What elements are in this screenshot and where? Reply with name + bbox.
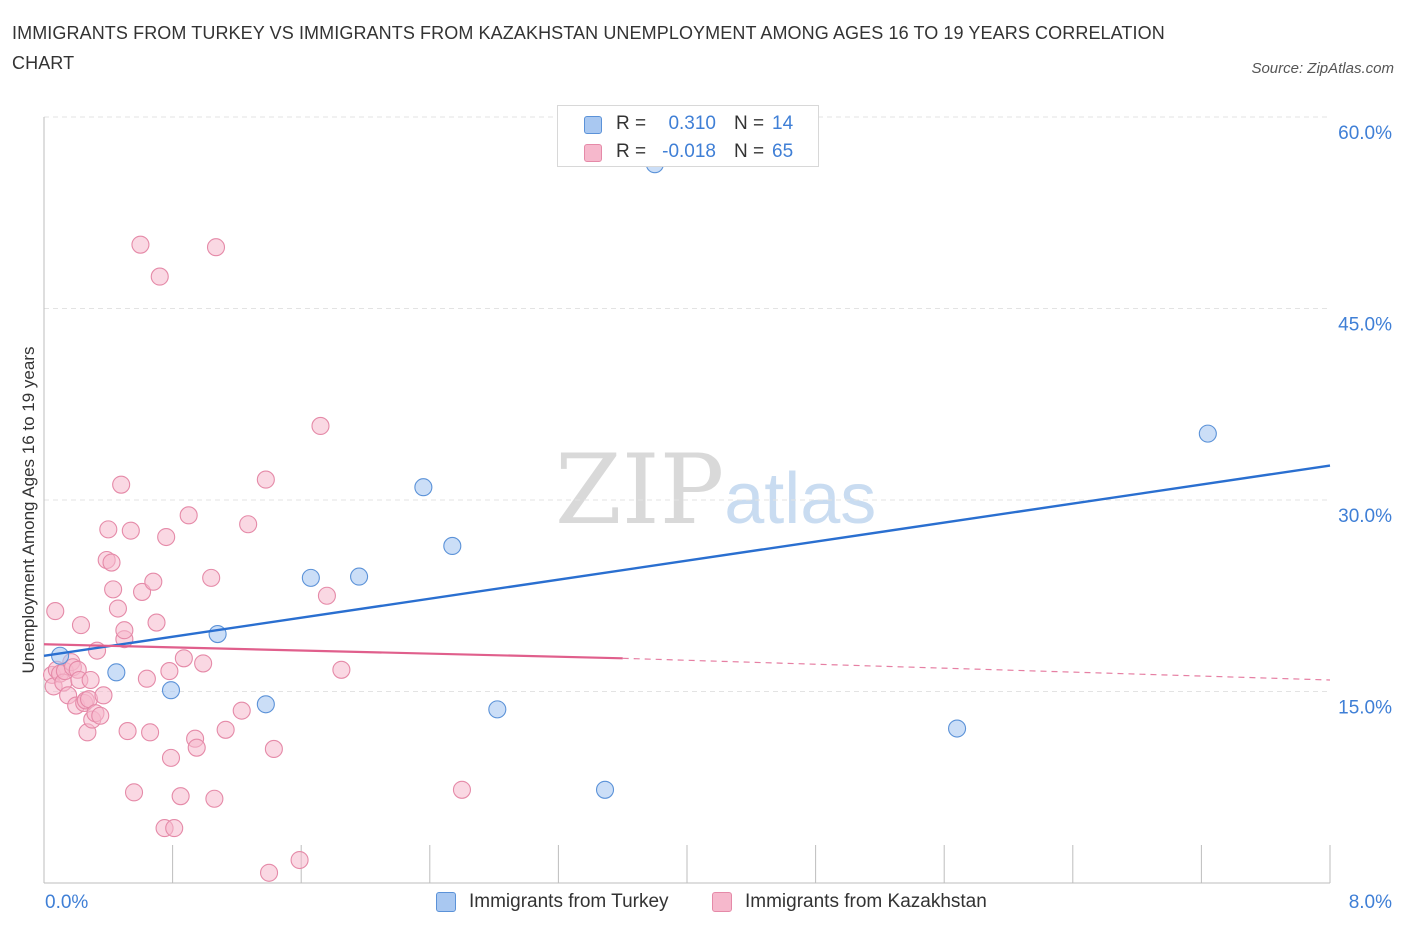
y-tick-label: 30.0%	[1338, 506, 1392, 527]
kazakhstan-point	[108, 599, 127, 618]
kazakhstan-point	[94, 686, 113, 705]
turkey-n-value: 14	[772, 113, 794, 134]
turkey-point	[161, 681, 181, 700]
turkey-point	[1198, 424, 1217, 443]
turkey-legend-label: Immigrants from Turkey	[469, 891, 669, 912]
kazakhstan-point	[161, 748, 181, 767]
kazakhstan-point	[290, 850, 309, 870]
kazakhstan-point	[115, 621, 134, 640]
kazakhstan-point	[171, 787, 190, 806]
kazakhstan-point	[311, 416, 330, 436]
kazakhstan-point	[317, 586, 336, 605]
bottom-legend-kazakhstan: Immigrants from Kazakhstan	[712, 888, 1032, 916]
kazakhstan-point	[160, 662, 179, 681]
legend-row-turkey: R = 0.310 N = 14	[558, 110, 818, 138]
kazakhstan-point	[259, 863, 279, 882]
kazakhstan-r-value: -0.018	[662, 141, 716, 162]
turkey-point	[350, 567, 369, 586]
kazakhstan-point	[187, 738, 206, 757]
kazakhstan-point	[71, 616, 91, 635]
kazakhstan-point	[91, 706, 110, 725]
chart-title: IMMIGRANTS FROM TURKEY VS IMMIGRANTS FRO…	[12, 23, 1165, 73]
kazakhstan-point	[165, 819, 184, 838]
watermark-zip: ZIP	[555, 434, 725, 546]
kazakhstan-points	[42, 235, 472, 882]
kazakhstan-legend-swatch	[712, 892, 732, 912]
kazakhstan-point	[124, 783, 144, 802]
correlation-legend: R = 0.310 N = 14 R = -0.018 N = 65	[557, 105, 819, 167]
y-axis-title: Unemployment Among Ages 16 to 19 years	[19, 347, 38, 674]
kazakhstan-point	[81, 670, 100, 690]
watermark-atlas: atlas	[724, 459, 877, 539]
x-tick-label: 0.0%	[45, 892, 88, 913]
kazakhstan-point	[133, 582, 152, 601]
turkey-point	[443, 536, 462, 556]
kazakhstan-n-label: N =	[734, 141, 765, 162]
legend-row-kazakhstan: R = -0.018 N = 65	[558, 138, 818, 166]
turkey-point	[488, 700, 507, 719]
kazakhstan-point	[144, 572, 163, 591]
y-tick-label: 15.0%	[1338, 698, 1392, 719]
kazakhstan-point	[137, 669, 156, 688]
kazakhstan-point	[239, 515, 258, 534]
kazakhstan-r-label: R =	[616, 141, 647, 162]
kazakhstan-point	[202, 568, 221, 587]
turkey-points	[51, 155, 1217, 799]
kazakhstan-point	[332, 660, 351, 679]
kazakhstan-point	[206, 238, 226, 257]
turkey-point	[948, 719, 967, 738]
turkey-point	[301, 568, 320, 587]
watermark: ZIPatlas	[555, 440, 876, 549]
kazakhstan-point	[179, 506, 198, 525]
kazakhstan-point	[194, 654, 213, 673]
kazakhstan-point	[232, 701, 251, 720]
turkey-point	[256, 695, 275, 714]
turkey-legend-swatch	[436, 892, 456, 912]
kazakhstan-point	[118, 722, 137, 741]
turkey-point	[595, 780, 615, 799]
kazakhstan-point	[216, 720, 235, 739]
bottom-legend-turkey: Immigrants from Turkey	[436, 888, 696, 916]
turkey-r-label: R =	[616, 113, 647, 134]
kazakhstan-point	[141, 723, 160, 742]
kazakhstan-point	[102, 553, 121, 572]
grid-layer	[44, 116, 1330, 692]
turkey-point	[414, 478, 433, 497]
kazakhstan-legend-label: Immigrants from Kazakhstan	[745, 891, 987, 912]
y-tick-label: 60.0%	[1338, 123, 1392, 144]
kazakhstan-swatch	[584, 144, 602, 162]
trend-lines	[43, 464, 1331, 681]
turkey-point	[51, 646, 70, 665]
kazakhstan-point	[157, 527, 176, 547]
kazakhstan-point	[264, 739, 283, 759]
kazakhstan-point	[104, 580, 123, 599]
kazakhstan-n-value: 65	[772, 141, 794, 162]
kazakhstan-point	[147, 613, 166, 632]
kazakhstan-point	[112, 475, 131, 494]
turkey-r-value: 0.310	[668, 113, 716, 134]
turkey-trend-line	[43, 464, 1331, 657]
turkey-swatch	[584, 116, 602, 134]
kazakhstan-point	[205, 789, 224, 808]
kazakhstan-trend-extension	[622, 657, 1331, 681]
kazakhstan-point	[150, 267, 169, 286]
kazakhstan-point	[121, 521, 140, 540]
kazakhstan-point	[99, 520, 118, 539]
kazakhstan-point	[452, 780, 472, 799]
axis-labels: 15.0% 30.0% 45.0% 60.0% 0.0% 8.0% Unemployment…	[19, 123, 1392, 913]
turkey-point	[107, 663, 126, 682]
turkey-n-label: N =	[734, 113, 765, 134]
axes-layer	[43, 117, 1331, 884]
kazakhstan-point	[174, 649, 193, 668]
chart-source: Source: ZipAtlas.com	[1251, 60, 1394, 77]
y-tick-label: 45.0%	[1338, 315, 1392, 336]
kazakhstan-point	[256, 470, 275, 489]
x-tick-label: 8.0%	[1349, 892, 1392, 913]
kazakhstan-point	[46, 602, 65, 621]
kazakhstan-point	[131, 235, 150, 254]
kazakhstan-trend-line	[43, 643, 623, 660]
